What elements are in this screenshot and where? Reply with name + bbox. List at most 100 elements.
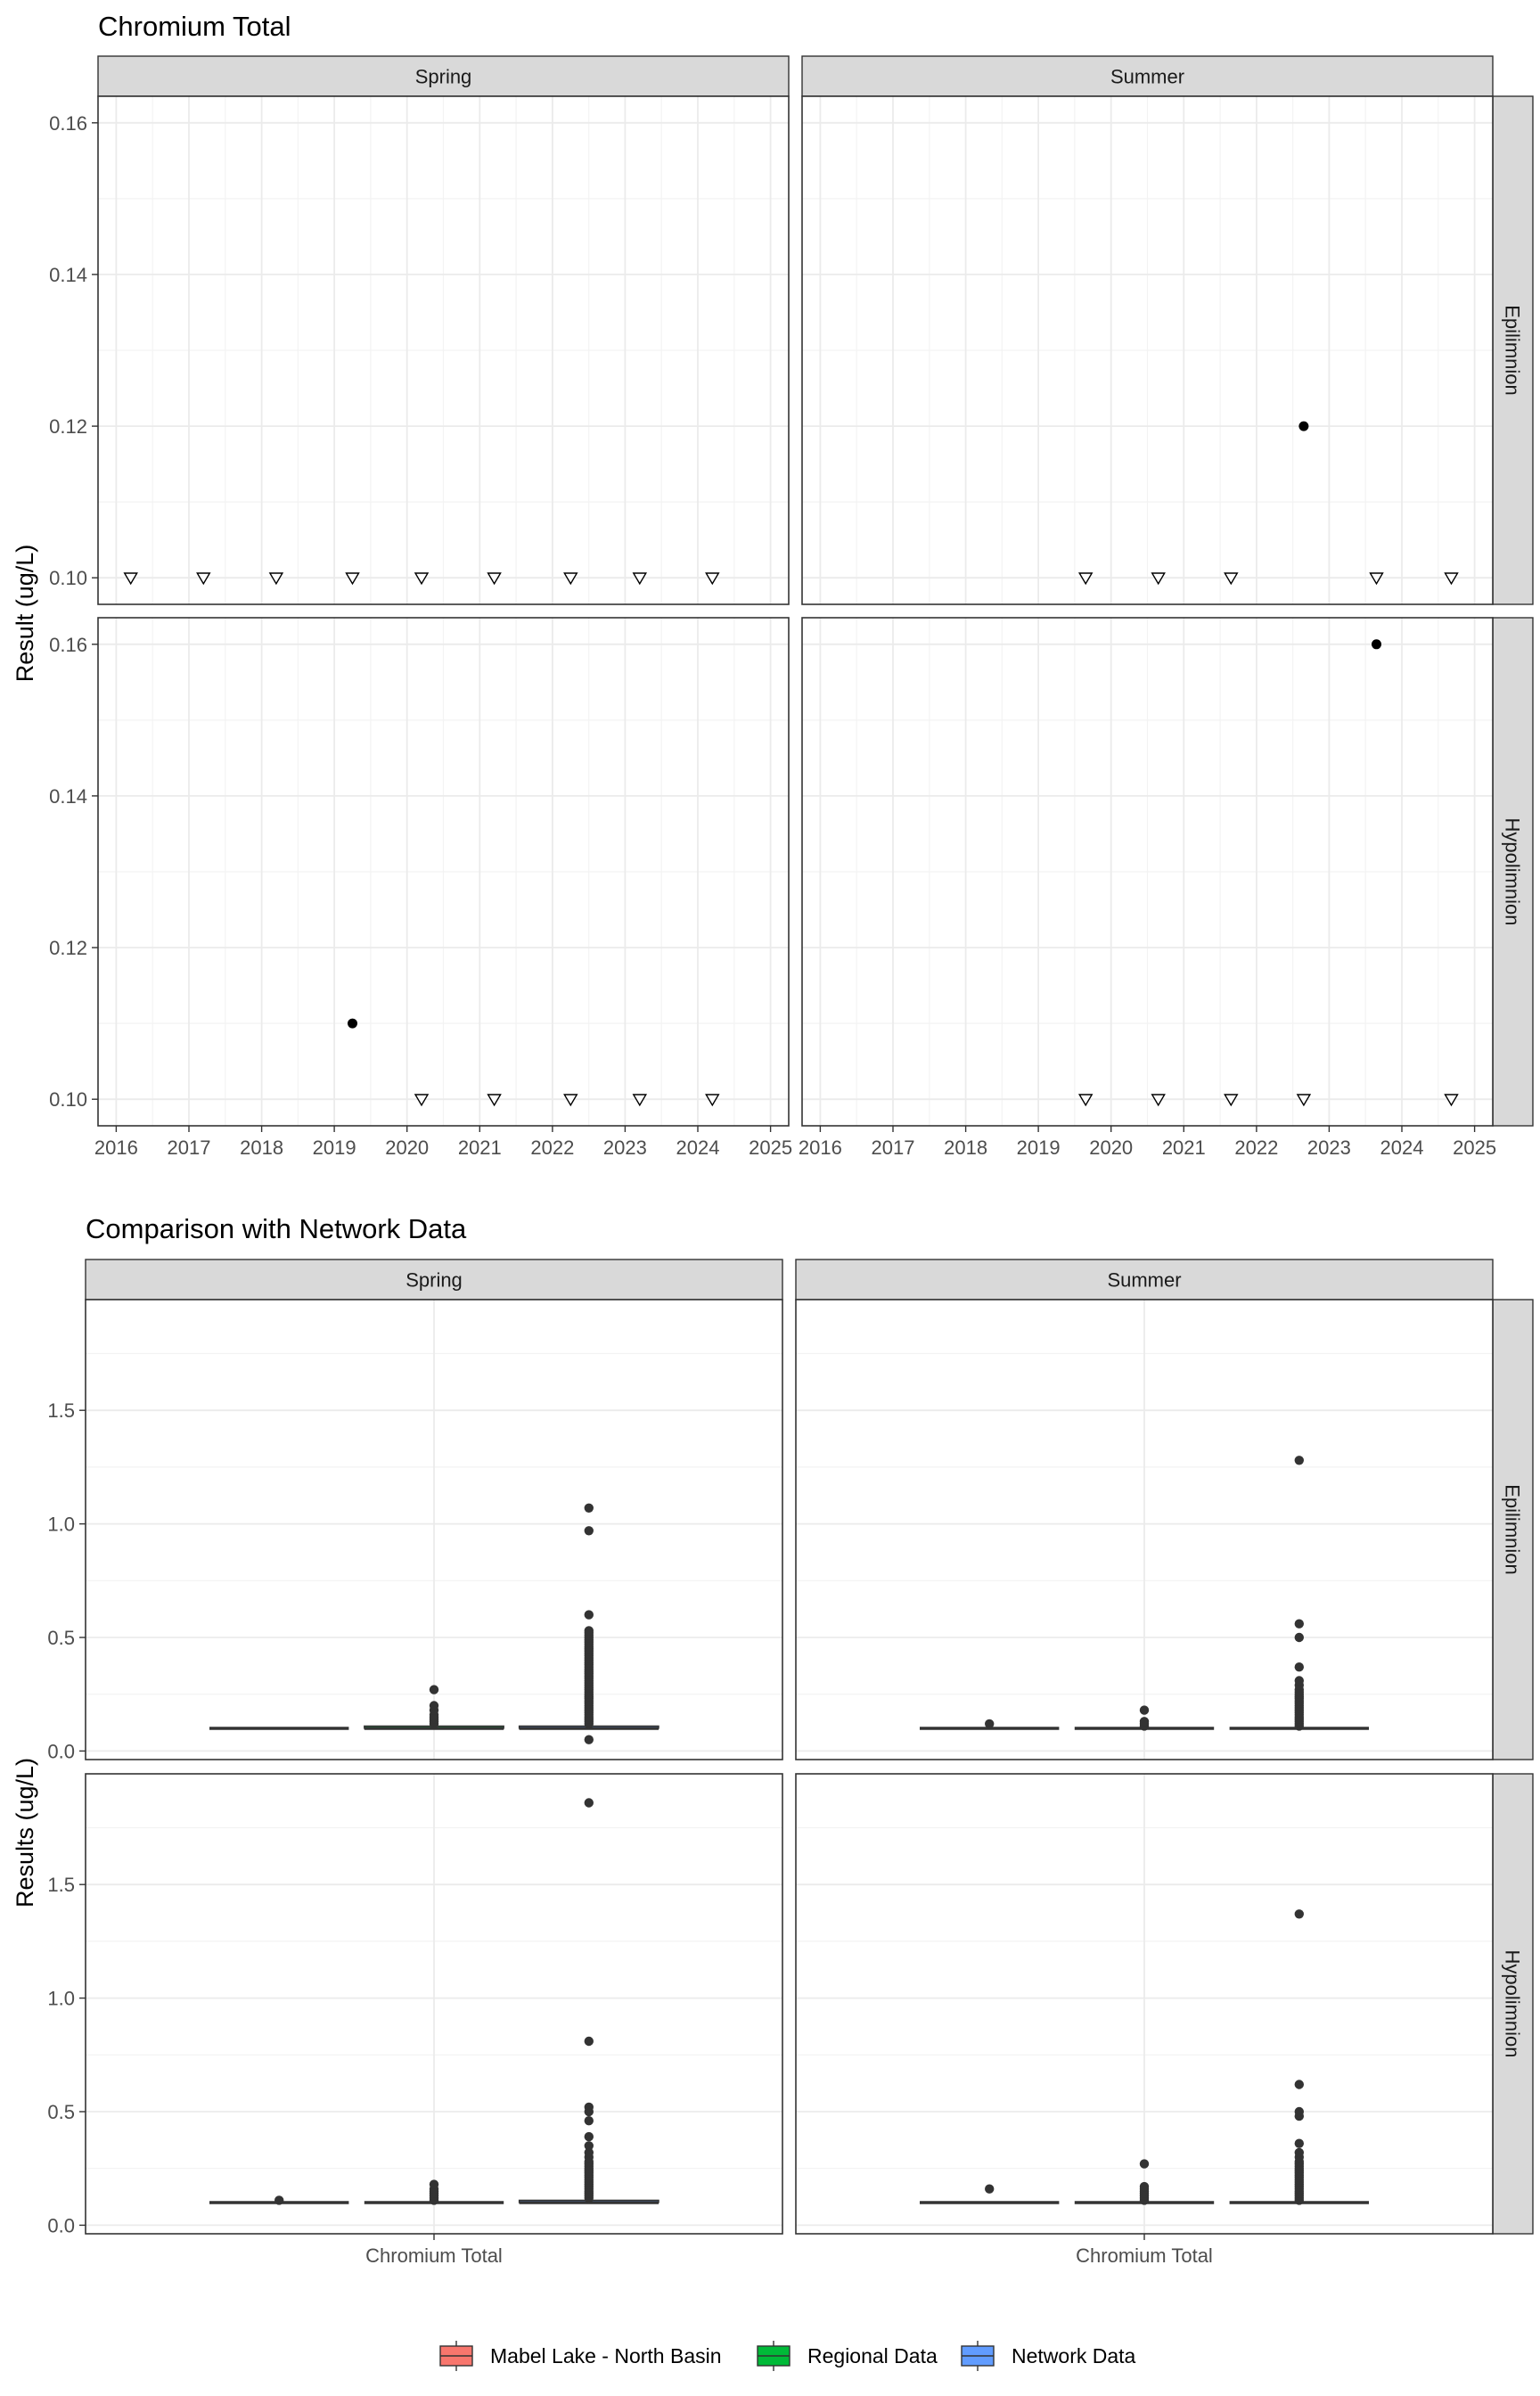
c2-panel-spring-hypolimnion	[85, 1773, 783, 2235]
c2-strip-row-epilimnion-label: Epilimnion	[1502, 1484, 1524, 1575]
point-below-detection	[563, 572, 578, 586]
c1-strip-row-hypolimnion-label: Hypolimnion	[1502, 817, 1524, 925]
box-regional-data-outlier	[1139, 2159, 1150, 2169]
box-network-data-outlier	[1294, 1632, 1305, 1643]
x-tick-label: Chromium Total	[1076, 2244, 1213, 2267]
box-regional-data	[364, 1685, 504, 1730]
y-tick-label: 0.14	[49, 785, 87, 808]
y-tick-label: 1.5	[47, 1399, 75, 1422]
box-mabel-lake-north-basin-outlier	[985, 1719, 995, 1729]
box-network-data-outlier	[584, 2141, 594, 2151]
c1-panel-spring-hypolimnion-border	[97, 617, 790, 1127]
y-tick-label: 0.14	[49, 264, 87, 286]
c1-panel-spring-hypolimnion	[97, 617, 790, 1127]
point-below-detection	[1444, 1094, 1459, 1107]
box-network-data-outlier	[1294, 2147, 1305, 2158]
y-tick-label: 0.12	[49, 937, 87, 959]
c2-panel-spring-epilimnion	[85, 1299, 783, 1760]
box-mabel-lake-north-basin-outlier	[274, 2195, 284, 2205]
chart-chromium-total: Chromium Total Result (ug/L) Spring Summe…	[12, 11, 1534, 1159]
chart2-ylabel: Results (ug/L)	[12, 1758, 38, 1908]
point-below-detection	[1369, 572, 1384, 586]
point-below-detection	[487, 572, 502, 586]
box-mabel-lake-north-basin	[920, 1719, 1060, 1730]
x-tick-label: 2017	[872, 1136, 915, 1159]
x-tick-label: 2025	[1453, 1136, 1496, 1159]
x-tick-label: 2022	[530, 1136, 574, 1159]
box-network-data-outlier	[584, 1503, 594, 1514]
y-tick-label: 0.5	[47, 2101, 75, 2123]
box-network-data-outlier	[1294, 2080, 1305, 2089]
box-network-data-outlier	[1294, 2106, 1305, 2117]
point-below-detection	[345, 572, 360, 586]
legend: Mabel Lake - North Basin Regional Data Net…	[439, 2341, 1136, 2371]
box-regional-data-outlier	[1139, 2181, 1150, 2192]
c1-strip-col-spring-label: Spring	[415, 66, 472, 88]
c2-strip-col-summer-label: Summer	[1107, 1269, 1181, 1292]
box-regional-data-outlier	[1139, 1705, 1150, 1715]
c1-panel-summer-epilimnion	[801, 95, 1494, 605]
y-tick-label: 1.0	[47, 1514, 75, 1536]
x-tick-label: 2016	[94, 1136, 138, 1159]
c1-panel-spring-epilimnion	[97, 95, 790, 605]
box-network-data	[518, 1503, 659, 1744]
box-network-data-outlier	[1294, 1619, 1305, 1629]
c2-panel-summer-epilimnion-border	[795, 1299, 1494, 1760]
x-tick-label: 2021	[1162, 1136, 1206, 1159]
box-regional-data	[1074, 2159, 1215, 2205]
x-tick-label: 2021	[458, 1136, 502, 1159]
chart1-title: Chromium Total	[98, 11, 291, 42]
legend-key-mabel-lake-north-basin	[439, 2341, 473, 2371]
point-below-detection	[123, 572, 138, 586]
y-tick-label: 0.10	[49, 567, 87, 589]
chart2-title: Comparison with Network Data	[86, 1213, 467, 1244]
x-tick-label: 2019	[1017, 1136, 1061, 1159]
y-tick-label: 0.10	[49, 1088, 87, 1111]
c2-strip-col-spring-label: Spring	[405, 1269, 463, 1292]
y-tick-label: 1.0	[47, 1988, 75, 2010]
box-regional-data-outlier	[429, 1685, 439, 1694]
x-tick-label: 2020	[1089, 1136, 1133, 1159]
y-tick-label: 0.0	[47, 2214, 75, 2236]
point-below-detection	[414, 572, 430, 586]
box-network-data-outlier	[1294, 1909, 1305, 1919]
box-mabel-lake-north-basin	[209, 2195, 349, 2205]
box-network-data	[1229, 1456, 1369, 1731]
c2-strip-row-hypolimnion-label: Hypolimnion	[1502, 1949, 1524, 2057]
c1-strip-row-epilimnion-label: Epilimnion	[1502, 305, 1524, 396]
x-tick-label: 2019	[313, 1136, 356, 1159]
box-network-data-outlier	[584, 2036, 594, 2047]
point-below-detection	[1444, 572, 1459, 586]
chart-network-comparison: Comparison with Network Data Results (ug…	[12, 1213, 1534, 2267]
c1-strip-col-summer-bg	[801, 55, 1494, 97]
box-network-data-outlier	[584, 1610, 594, 1620]
point-below-detection	[414, 1094, 430, 1107]
box-regional-data	[364, 2179, 504, 2205]
x-tick-label: 2017	[168, 1136, 211, 1159]
box-regional-data	[1074, 1705, 1215, 1731]
c2-strip-col-summer-bg	[795, 1259, 1494, 1301]
c1-strip-col-spring-bg	[97, 55, 790, 97]
x-tick-label: 2024	[676, 1136, 720, 1159]
x-tick-label: 2016	[799, 1136, 842, 1159]
box-network-data-outlier	[584, 2147, 594, 2158]
c1-strip-row-hypolimnion-bg	[1492, 617, 1534, 1127]
point-detected	[1372, 639, 1381, 650]
box-network-data-outlier	[1294, 1662, 1305, 1672]
legend-label: Mabel Lake - North Basin	[490, 2344, 722, 2367]
c2-strip-row-epilimnion-bg	[1492, 1299, 1534, 1760]
y-tick-label: 0.16	[49, 112, 87, 135]
c2-panel-summer-epilimnion	[795, 1299, 1494, 1760]
c1-panel-summer-epilimnion-border	[801, 95, 1494, 605]
x-tick-label: 2025	[749, 1136, 792, 1159]
box-network-data	[518, 1798, 659, 2204]
point-below-detection	[1224, 1094, 1239, 1107]
point-below-detection	[632, 1094, 648, 1107]
y-tick-label: 0.12	[49, 415, 87, 438]
point-below-detection	[268, 572, 284, 586]
c2-panel-spring-epilimnion-border	[85, 1299, 783, 1760]
box-regional-data-outlier	[1139, 1717, 1150, 1727]
box-mabel-lake-north-basin-outlier	[985, 2184, 995, 2194]
legend-key-network-data	[961, 2341, 995, 2371]
